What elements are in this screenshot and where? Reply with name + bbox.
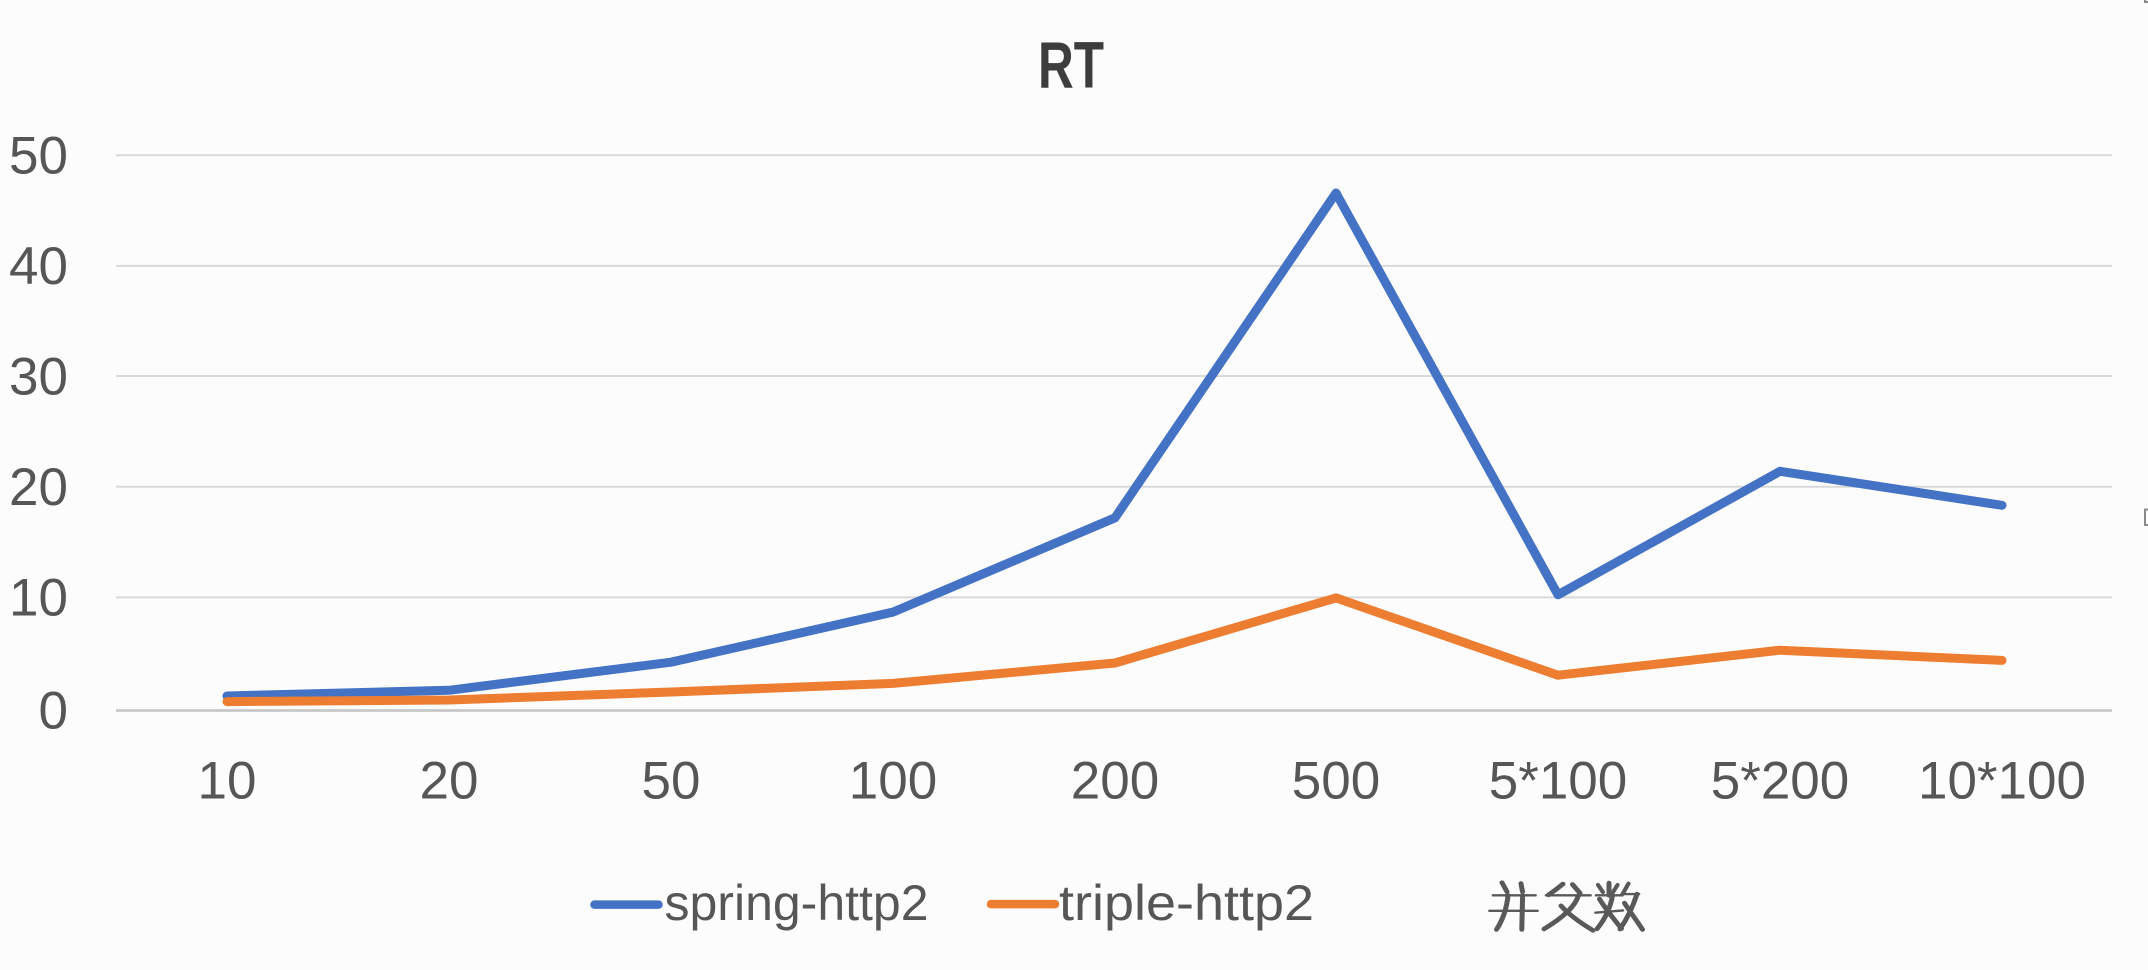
svg-text:10*100: 10*100 <box>1918 752 2086 811</box>
svg-text:10: 10 <box>198 752 257 811</box>
svg-text:100: 100 <box>849 752 937 811</box>
svg-text:200: 200 <box>1071 752 1159 811</box>
svg-text:10: 10 <box>9 569 68 628</box>
svg-text:30: 30 <box>9 347 68 406</box>
svg-text:20: 20 <box>420 752 479 811</box>
svg-text:50: 50 <box>642 752 701 811</box>
svg-text:triple-http2: triple-http2 <box>1059 875 1314 931</box>
svg-text:0: 0 <box>39 682 68 741</box>
svg-text:5*200: 5*200 <box>1711 752 1850 811</box>
svg-text:RT: RT <box>1038 28 1104 102</box>
svg-text:20: 20 <box>9 458 68 517</box>
svg-text:500: 500 <box>1292 752 1380 811</box>
svg-text:40: 40 <box>9 237 68 296</box>
svg-text:5*100: 5*100 <box>1489 752 1628 811</box>
svg-text:spring-http2: spring-http2 <box>665 875 929 931</box>
svg-text:50: 50 <box>9 127 68 186</box>
